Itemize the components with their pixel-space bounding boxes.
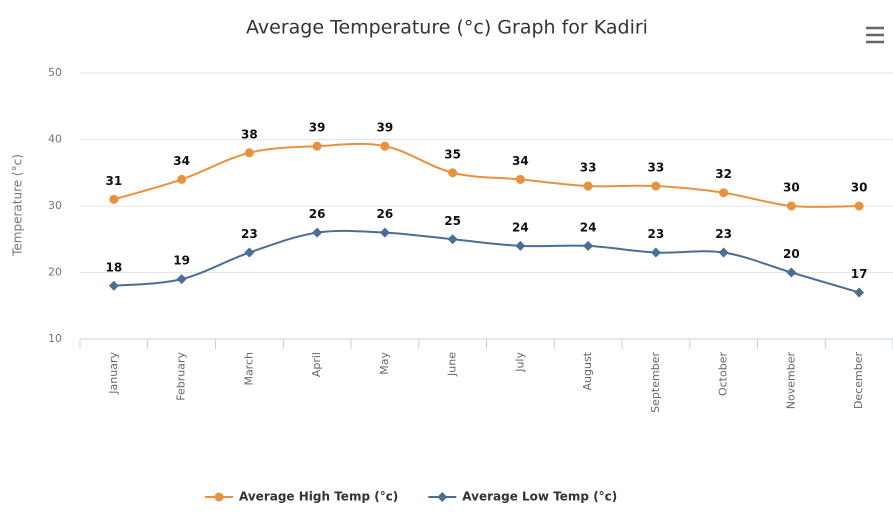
point-marker: [651, 181, 661, 191]
legend-item[interactable]: Average High Temp (°c): [205, 490, 398, 504]
point-marker: [650, 247, 661, 258]
point-marker: [718, 247, 729, 258]
data-label: 34: [512, 154, 529, 168]
x-tick-label: September: [649, 352, 662, 413]
point-marker: [854, 201, 864, 211]
x-tick-label: April: [310, 352, 323, 377]
x-tick-label: July: [513, 352, 526, 373]
data-label: 23: [241, 227, 258, 241]
x-tick-label: March: [242, 352, 255, 386]
point-marker: [515, 240, 526, 251]
x-tick-label: November: [784, 352, 797, 410]
x-tick-label: May: [378, 352, 391, 375]
data-label: 34: [173, 154, 190, 168]
y-tick-label: 50: [48, 66, 62, 79]
point-marker: [786, 267, 797, 278]
point-marker: [515, 174, 525, 184]
legend-label[interactable]: Average Low Temp (°c): [462, 490, 617, 504]
point-marker: [583, 181, 593, 191]
x-tick-label: February: [175, 352, 188, 401]
point-marker: [380, 141, 390, 151]
data-label: 19: [173, 254, 190, 268]
y-tick-label: 10: [48, 332, 62, 345]
data-label: 30: [851, 181, 868, 195]
x-tick-label: August: [581, 351, 594, 390]
data-label: 25: [444, 214, 461, 228]
point-marker: [312, 227, 323, 238]
point-marker: [447, 234, 458, 245]
series-line: [113, 142, 860, 208]
data-label: 17: [851, 267, 868, 281]
y-tick-label: 20: [48, 266, 62, 279]
data-label: 26: [377, 207, 394, 221]
chart-title: Average Temperature (°c) Graph for Kadir…: [246, 17, 648, 39]
data-label: 30: [783, 181, 800, 195]
y-tick-label: 40: [48, 133, 62, 146]
data-label: 24: [512, 220, 529, 234]
point-marker: [786, 201, 796, 211]
point-marker: [312, 141, 322, 151]
point-marker: [379, 227, 390, 238]
data-label: 18: [106, 260, 123, 274]
point-marker: [854, 287, 865, 298]
data-label: 33: [648, 161, 665, 175]
y-tick-label: 30: [48, 199, 62, 212]
legend-marker[interactable]: [437, 492, 448, 502]
series-line: [113, 229, 860, 294]
data-label: 26: [309, 207, 326, 221]
point-marker: [719, 188, 729, 198]
point-marker: [177, 174, 187, 184]
data-label: 33: [580, 161, 597, 175]
data-label: 32: [715, 167, 732, 181]
menu-icon[interactable]: [866, 26, 884, 44]
x-tick-label: October: [717, 352, 730, 396]
point-marker: [244, 247, 255, 258]
point-marker: [109, 194, 119, 204]
data-label: 31: [106, 174, 123, 188]
y-axis-title: Temperature (°c): [11, 154, 25, 257]
point-marker: [244, 148, 254, 158]
x-tick-label: June: [446, 352, 459, 377]
data-label: 23: [648, 227, 665, 241]
point-marker: [176, 274, 187, 285]
point-marker: [583, 240, 594, 251]
point-marker: [108, 280, 119, 291]
point-marker: [448, 168, 458, 178]
data-label: 24: [580, 220, 597, 234]
data-label: 23: [715, 227, 732, 241]
data-label: 20: [783, 247, 800, 261]
legend-item[interactable]: Average Low Temp (°c): [428, 490, 617, 504]
data-label: 38: [241, 127, 258, 141]
data-label: 39: [377, 121, 394, 135]
x-tick-label: January: [107, 352, 120, 395]
data-label: 39: [309, 121, 326, 135]
x-tick-label: December: [852, 352, 865, 410]
legend-label[interactable]: Average High Temp (°c): [239, 490, 398, 504]
data-label: 35: [444, 147, 461, 161]
legend-marker[interactable]: [214, 492, 224, 502]
